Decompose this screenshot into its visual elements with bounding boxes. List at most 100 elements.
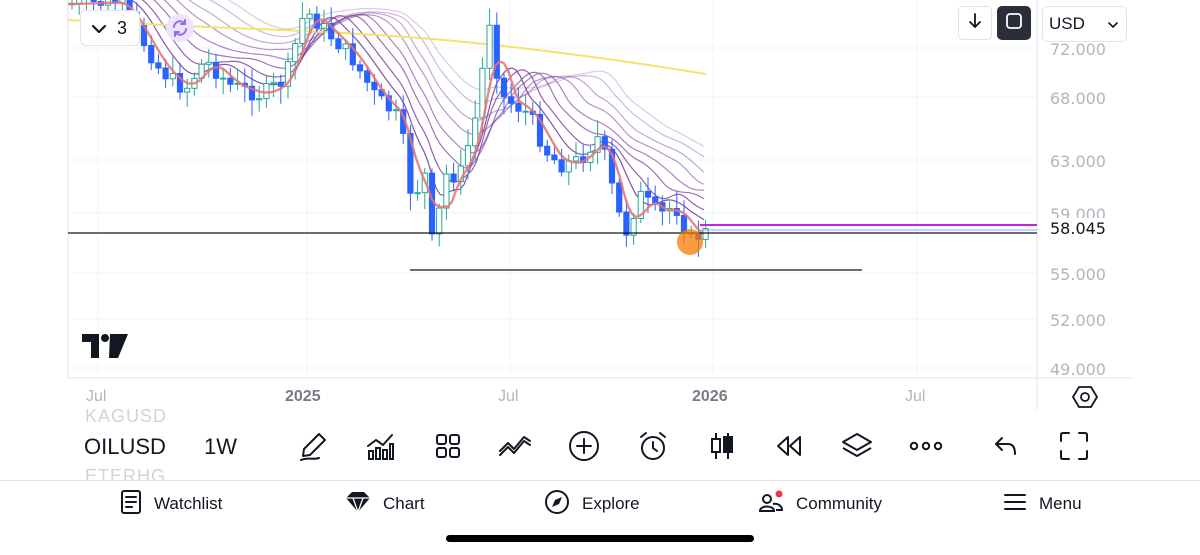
candle-body (306, 13, 313, 19)
candle-body (508, 96, 515, 104)
candle-body (364, 70, 371, 83)
legend-toggle-button[interactable]: 3 (80, 10, 140, 46)
candle-body (407, 133, 414, 194)
compare-icon[interactable] (497, 428, 533, 464)
candle-body (652, 196, 659, 204)
price-tick-49: 49.000 (1050, 360, 1106, 379)
candle-body (248, 85, 256, 101)
candles-icon[interactable] (704, 428, 740, 464)
candle-body (536, 113, 544, 147)
candle-body (349, 43, 356, 66)
candle-body (637, 190, 644, 219)
compass-icon (544, 489, 570, 520)
home-indicator (446, 535, 754, 542)
pen-icon[interactable] (295, 428, 331, 464)
chevron-down-icon (91, 18, 107, 39)
candle-body (551, 154, 558, 161)
symbol-name[interactable]: OILUSD (84, 434, 166, 459)
watchlist-icon (120, 489, 142, 520)
chart-settings-icon[interactable] (1072, 384, 1098, 415)
price-chart[interactable] (0, 0, 1200, 410)
candle-body (486, 24, 493, 69)
hamburger-icon (1003, 492, 1027, 517)
candle-body (169, 73, 176, 80)
candle-body (328, 23, 335, 40)
candle-body (414, 192, 421, 195)
candle-body (176, 73, 184, 93)
current-price-label: 58.045 (1040, 218, 1136, 240)
candle-body (256, 98, 263, 101)
add-icon[interactable] (566, 428, 602, 464)
currency-value: USD (1049, 14, 1085, 33)
candle-body (184, 87, 191, 93)
candle-body (299, 17, 306, 44)
candle-body (601, 136, 608, 150)
candle-body (443, 173, 450, 209)
price-tick-72: 72.000 (1050, 40, 1106, 59)
candle-body (436, 207, 443, 235)
templates-icon[interactable] (430, 428, 466, 464)
candle-body (155, 62, 162, 69)
sync-icon[interactable] (166, 14, 194, 42)
auto-scale-icon (1004, 11, 1024, 36)
candle-body (227, 77, 234, 85)
undo-icon[interactable] (988, 428, 1024, 464)
candle-body (594, 136, 601, 153)
layers-icon[interactable] (839, 428, 875, 464)
candle-body (284, 61, 292, 87)
alert-icon[interactable] (635, 428, 671, 464)
candle-body (493, 24, 500, 79)
ma-ribbon-line (227, 0, 705, 147)
candle-body (630, 218, 637, 236)
currency-select[interactable]: USD (1042, 6, 1127, 42)
time-tick-2025: 2025 (285, 388, 321, 405)
more-icon[interactable] (908, 428, 944, 464)
scroll-down-button[interactable] (958, 6, 992, 40)
nav-chart-label: Chart (383, 494, 425, 513)
bottom-navigation: Watchlist Chart Explore Community Menu (0, 480, 1200, 555)
candle-body (515, 102, 522, 112)
price-tick-63: 63.000 (1050, 152, 1106, 171)
candle-body (392, 109, 400, 112)
nav-explore-label: Explore (582, 494, 640, 513)
community-icon (758, 490, 784, 519)
time-tick-jul-2025: Jul (498, 388, 519, 405)
nav-menu[interactable]: Menu (1003, 491, 1082, 517)
nav-explore[interactable]: Explore (544, 489, 640, 520)
nav-watchlist[interactable]: Watchlist (120, 489, 223, 520)
candle-body (162, 67, 169, 80)
time-tick-2026: 2026 (692, 388, 728, 405)
nav-watchlist-label: Watchlist (154, 494, 223, 513)
candle-body (500, 77, 508, 98)
price-tick-52: 52.000 (1050, 311, 1106, 330)
chart-area[interactable]: 72.000 68.000 63.000 59.000 58.045 55.00… (0, 0, 1200, 410)
nav-community[interactable]: Community (758, 490, 882, 519)
candle-body (205, 61, 212, 65)
candle-body (616, 182, 623, 213)
chart-toolbar: KAGUSD ETERHG OILUSD 1W (0, 406, 1200, 486)
candle-body (212, 61, 220, 79)
auto-scale-button[interactable] (997, 6, 1031, 40)
nav-chart[interactable]: Chart (345, 491, 425, 517)
candle-body (292, 42, 299, 63)
candle-body (320, 23, 328, 29)
short-moving-average (68, 1, 705, 236)
candle-body (342, 43, 349, 50)
candle-body (385, 95, 392, 112)
nav-community-label: Community (796, 494, 882, 513)
price-tick-68: 68.000 (1050, 89, 1106, 108)
faded-watchlist-symbol: KAGUSD (85, 406, 168, 426)
fullscreen-icon[interactable] (1056, 428, 1092, 464)
candle-body (623, 211, 630, 236)
candle-body (148, 45, 155, 64)
nav-menu-label: Menu (1039, 494, 1082, 513)
candle-body (335, 38, 342, 50)
candle-body (277, 81, 284, 87)
indicators-icon[interactable] (362, 428, 398, 464)
candle-body (356, 64, 364, 72)
replay-icon[interactable] (771, 428, 807, 464)
time-tick-jul-2026: Jul (905, 388, 926, 405)
candle-body (270, 81, 277, 85)
candle-body (522, 110, 529, 113)
interval-selector[interactable]: 1W (204, 434, 237, 459)
